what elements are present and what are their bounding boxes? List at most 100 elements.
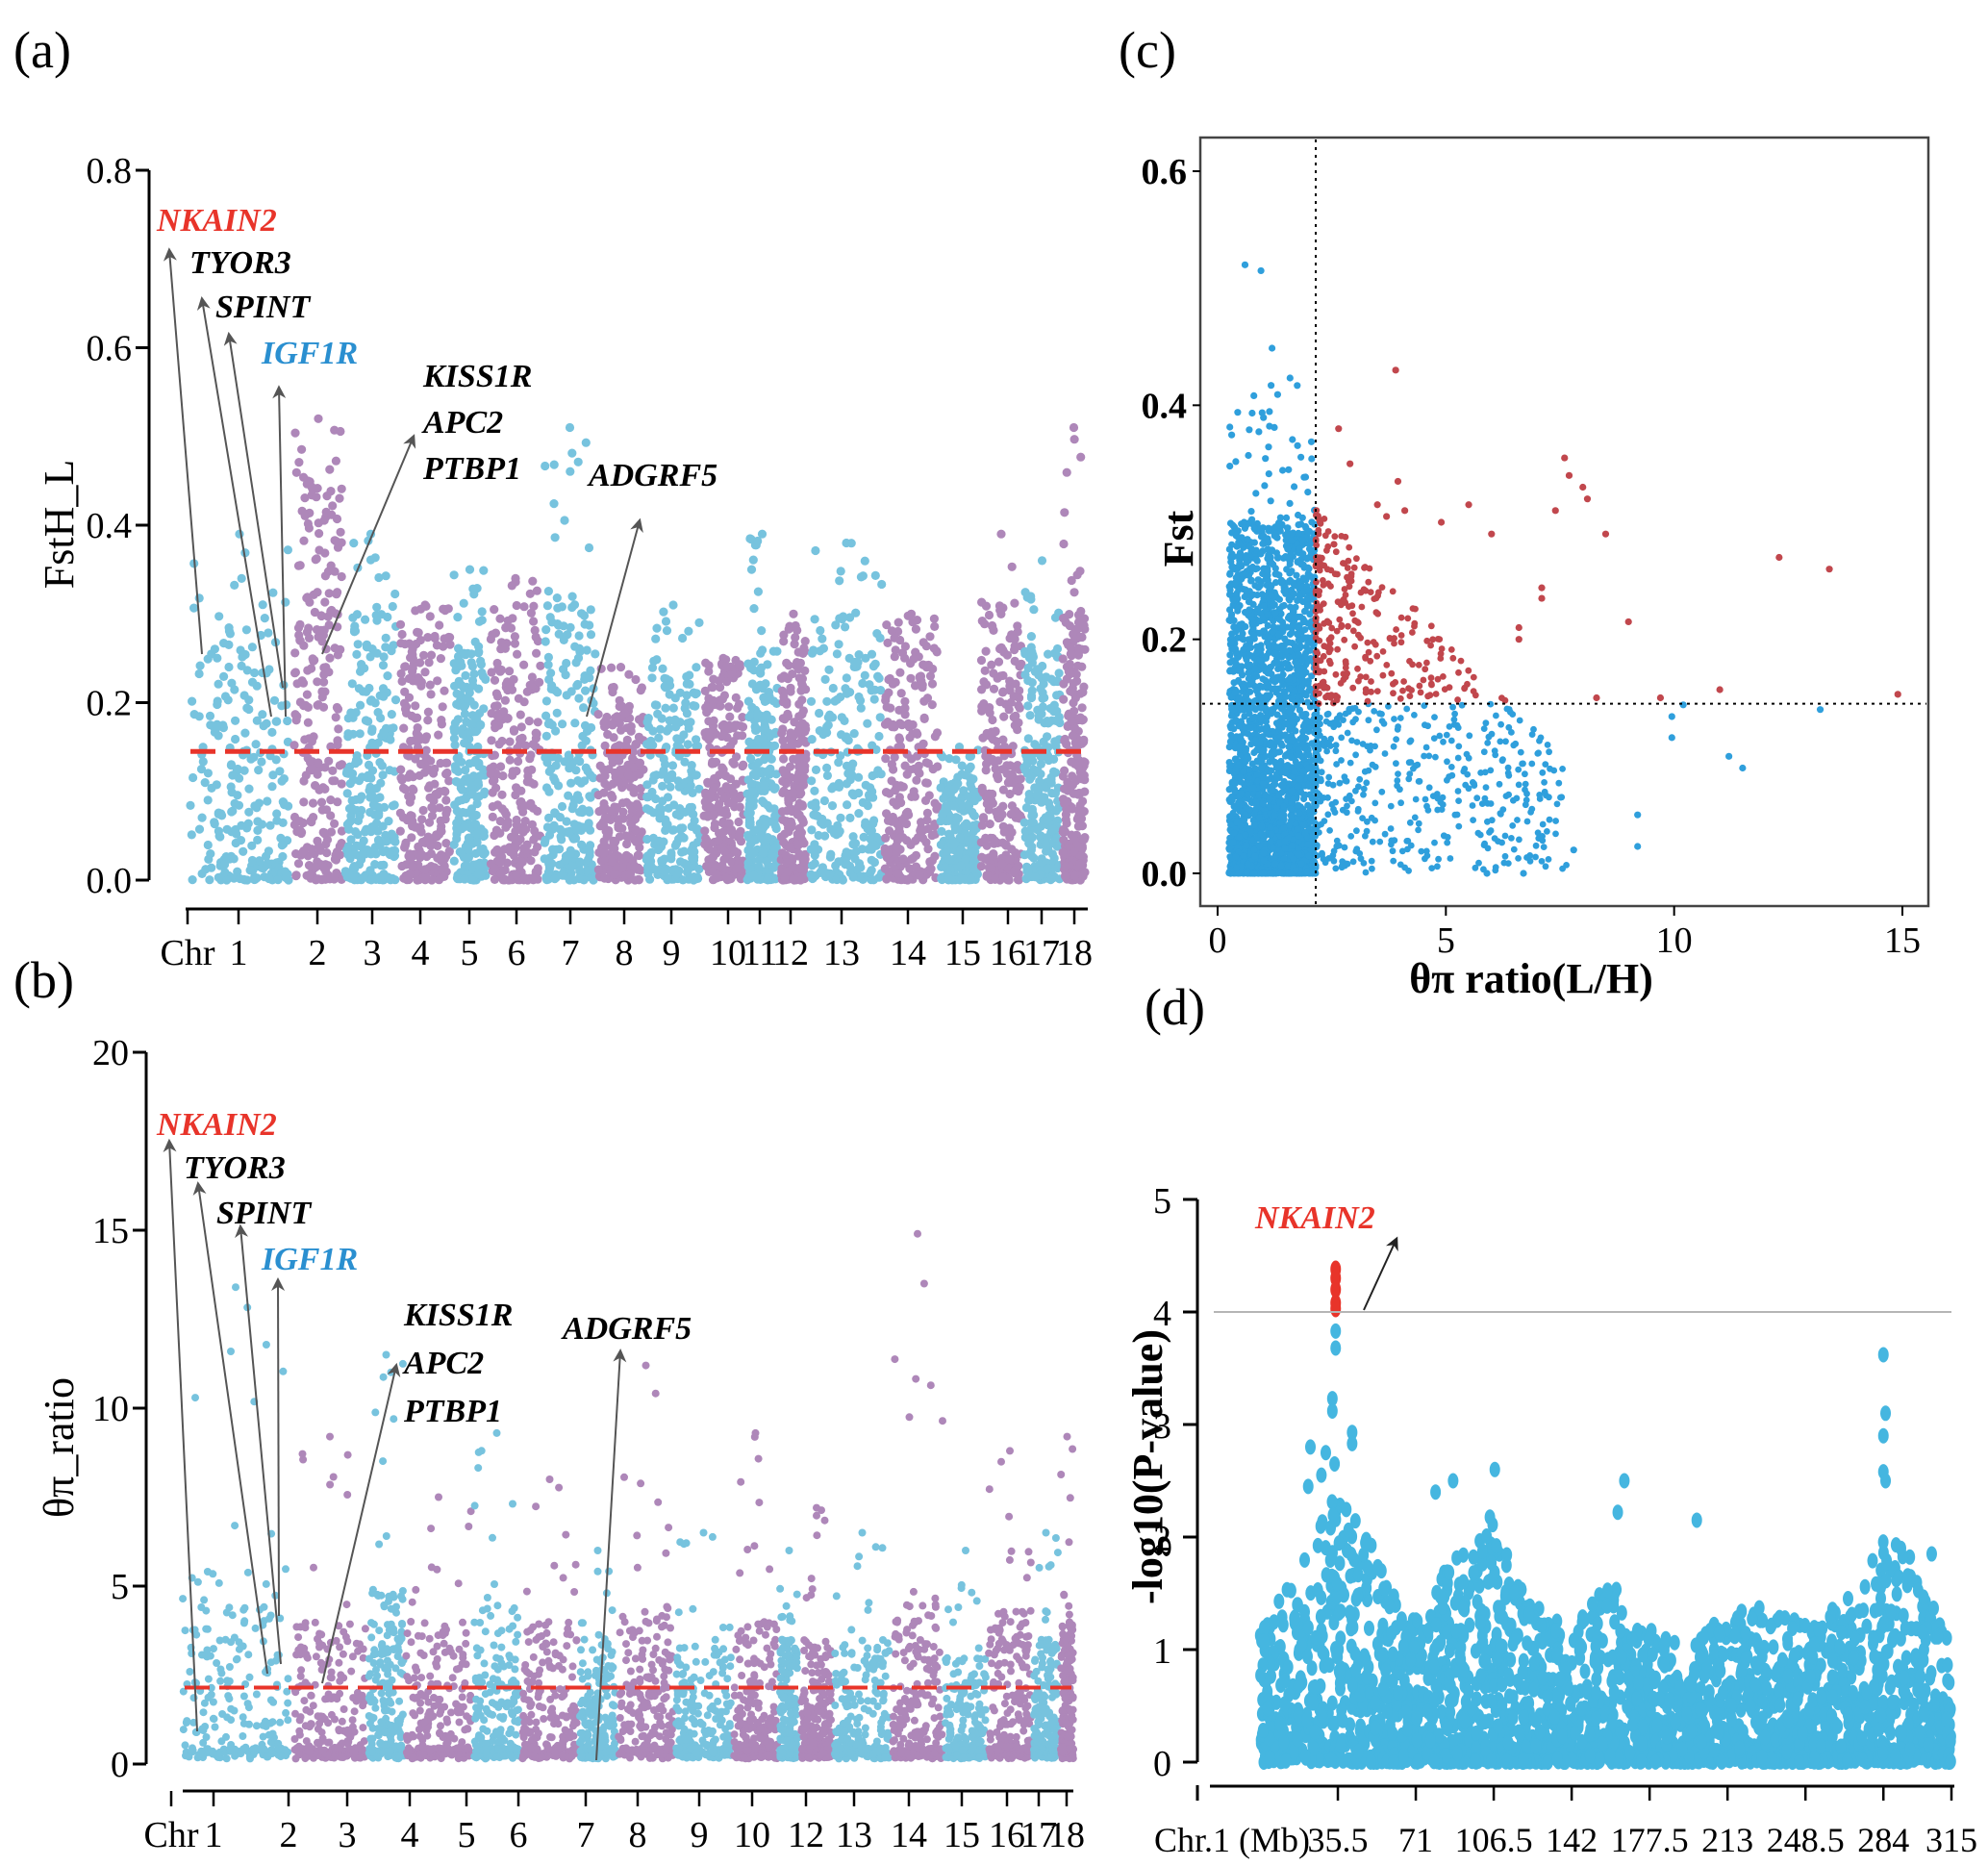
data-point xyxy=(276,833,286,844)
data-point xyxy=(348,709,358,719)
data-point xyxy=(284,1675,292,1683)
data-point xyxy=(524,717,534,726)
data-point xyxy=(1076,606,1086,617)
data-point xyxy=(195,1751,204,1759)
data-point xyxy=(1003,778,1013,788)
data-point xyxy=(796,675,806,685)
data-point xyxy=(228,1611,237,1620)
data-point xyxy=(919,739,928,748)
data-point xyxy=(738,722,748,732)
data-point xyxy=(315,1639,324,1648)
data-point xyxy=(526,750,536,760)
data-point xyxy=(842,732,851,742)
data-point xyxy=(900,642,911,651)
data-point xyxy=(470,637,480,647)
data-point xyxy=(264,628,273,638)
data-point xyxy=(838,875,848,885)
data-point xyxy=(359,1724,367,1732)
data-point xyxy=(304,734,314,744)
chromosome-8-points xyxy=(593,663,648,885)
data-point xyxy=(377,610,387,619)
data-point xyxy=(200,778,210,788)
data-point xyxy=(309,813,318,822)
data-point xyxy=(365,866,375,875)
data-point xyxy=(401,708,412,719)
data-point xyxy=(343,850,353,860)
data-point xyxy=(832,694,843,705)
data-point xyxy=(487,736,496,745)
data-point xyxy=(439,604,448,614)
chromosome-max-point xyxy=(1037,556,1047,566)
data-point xyxy=(301,700,311,710)
data-point xyxy=(690,872,699,882)
data-point xyxy=(566,687,576,696)
data-point xyxy=(326,606,336,617)
data-point xyxy=(631,674,641,685)
data-point xyxy=(811,803,820,813)
data-point xyxy=(390,589,400,599)
data-point xyxy=(291,716,301,725)
chromosome-16-points xyxy=(976,529,1026,885)
data-point xyxy=(625,870,635,879)
data-point xyxy=(649,771,659,781)
data-point xyxy=(251,740,261,749)
data-point xyxy=(873,671,883,681)
data-point xyxy=(423,707,433,717)
data-point xyxy=(659,607,668,617)
data-point xyxy=(359,872,368,882)
data-point xyxy=(315,529,324,539)
data-point xyxy=(282,1565,289,1574)
data-point xyxy=(407,811,416,820)
data-point xyxy=(295,619,305,630)
data-point xyxy=(660,854,669,864)
data-point xyxy=(982,871,992,881)
data-point xyxy=(252,1690,261,1699)
data-point xyxy=(923,845,933,854)
data-point xyxy=(347,1667,356,1676)
data-point xyxy=(610,870,619,879)
data-point xyxy=(387,710,396,719)
data-point xyxy=(297,1666,306,1675)
data-point xyxy=(331,1743,340,1752)
data-point xyxy=(486,769,495,779)
data-point xyxy=(189,772,198,783)
data-point xyxy=(1070,759,1080,769)
data-point xyxy=(186,800,195,811)
data-point xyxy=(977,820,987,830)
data-point xyxy=(615,741,624,750)
data-point xyxy=(573,679,583,690)
data-point xyxy=(239,846,248,856)
data-point xyxy=(555,860,565,870)
data-point xyxy=(575,857,585,867)
data-point xyxy=(449,723,459,733)
data-point xyxy=(556,832,566,842)
data-point xyxy=(301,1754,310,1763)
data-point xyxy=(658,664,667,673)
data-point xyxy=(461,842,470,851)
data-point xyxy=(1077,808,1087,818)
data-point xyxy=(344,1737,353,1746)
data-point xyxy=(188,696,197,706)
data-point xyxy=(195,661,205,670)
data-point xyxy=(704,717,714,726)
data-point xyxy=(531,632,541,643)
data-point xyxy=(435,803,444,813)
data-point xyxy=(511,826,520,836)
data-point xyxy=(333,797,342,807)
data-point xyxy=(488,812,497,822)
data-point xyxy=(691,701,700,711)
data-point xyxy=(239,1732,247,1740)
data-point xyxy=(529,617,539,626)
data-point xyxy=(548,845,558,854)
data-point xyxy=(312,492,321,502)
data-point xyxy=(894,733,904,743)
data-point xyxy=(243,819,253,828)
data-point xyxy=(883,849,893,859)
data-point xyxy=(999,827,1009,837)
data-point xyxy=(505,667,515,676)
data-point xyxy=(557,801,567,812)
data-point xyxy=(1059,824,1069,835)
data-point xyxy=(585,847,594,857)
data-point xyxy=(310,1563,317,1572)
data-point xyxy=(332,589,341,598)
